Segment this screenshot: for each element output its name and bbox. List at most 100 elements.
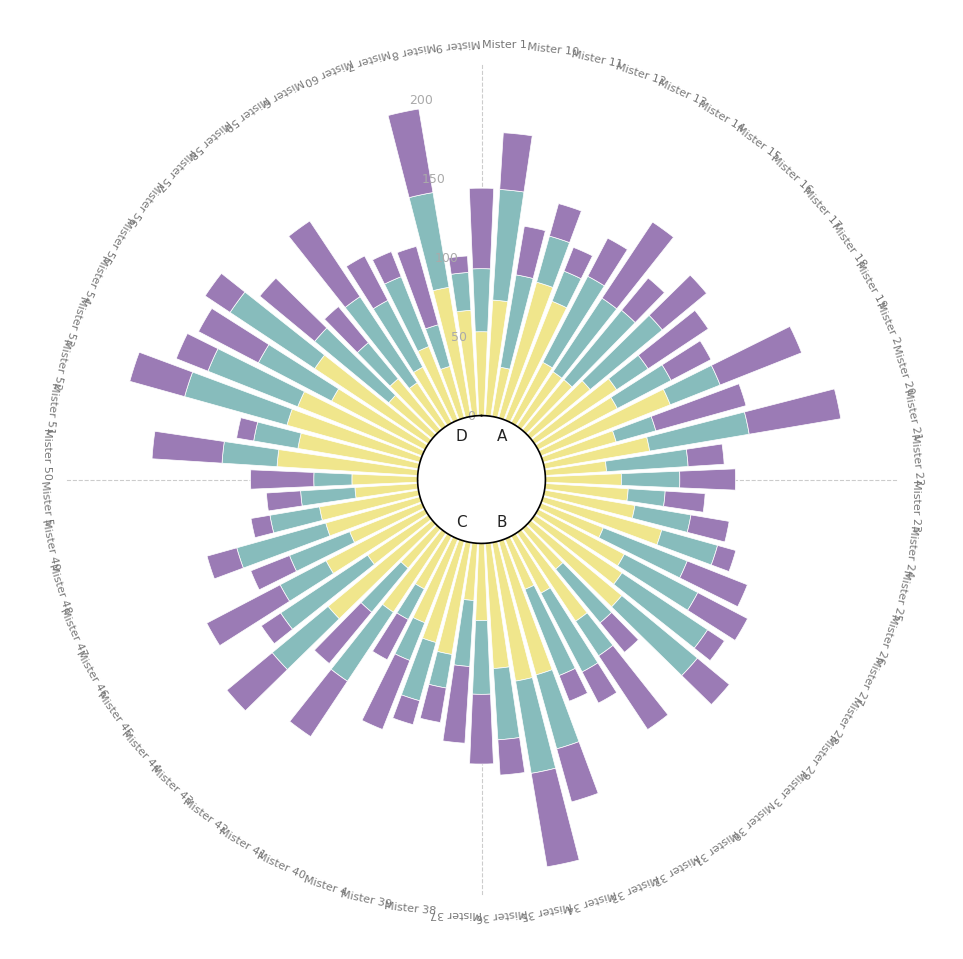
Bar [418, 346, 458, 422]
Text: Mister 20: Mister 20 [890, 343, 916, 396]
Text: Mister 52: Mister 52 [51, 338, 72, 390]
Bar [455, 599, 474, 667]
Bar [553, 298, 616, 378]
Text: Mister 59: Mister 59 [223, 93, 271, 131]
Text: Mister 28: Mister 28 [827, 694, 862, 744]
Bar [612, 596, 697, 675]
Bar [612, 416, 656, 442]
Bar [389, 395, 436, 439]
Bar [499, 282, 553, 420]
Text: Mister 33: Mister 33 [609, 872, 661, 902]
Text: Mister 18: Mister 18 [829, 221, 868, 269]
Bar [535, 397, 617, 450]
Bar [415, 533, 452, 589]
Bar [314, 473, 352, 486]
Bar [176, 334, 218, 371]
Bar [525, 585, 575, 675]
Bar [437, 542, 471, 654]
Text: Mister 22: Mister 22 [909, 433, 924, 486]
Bar [505, 301, 567, 422]
Text: Mister 7: Mister 7 [346, 47, 392, 71]
Bar [627, 489, 665, 506]
Bar [395, 618, 425, 661]
Bar [251, 515, 273, 538]
Bar [560, 668, 587, 701]
Bar [621, 471, 680, 488]
Bar [538, 503, 604, 538]
Bar [541, 431, 616, 462]
Bar [326, 509, 428, 573]
Bar [527, 520, 622, 607]
Bar [602, 222, 673, 309]
Bar [350, 503, 425, 543]
Text: Mister 41: Mister 41 [217, 826, 267, 860]
Bar [476, 332, 487, 415]
Bar [545, 474, 621, 485]
Bar [617, 554, 698, 610]
Bar [557, 741, 598, 802]
Bar [298, 433, 420, 469]
Bar [556, 563, 612, 622]
Bar [505, 537, 534, 590]
Text: B: B [497, 515, 507, 530]
Bar [298, 391, 425, 456]
Text: Mister 5: Mister 5 [39, 480, 54, 526]
Bar [253, 422, 301, 449]
Bar [347, 256, 388, 309]
Text: Mister 11: Mister 11 [571, 49, 624, 70]
Bar [208, 349, 304, 407]
Bar [397, 584, 425, 620]
Bar [664, 491, 705, 512]
Bar [638, 311, 708, 369]
Text: 0: 0 [467, 409, 476, 423]
Bar [315, 355, 431, 444]
Bar [609, 355, 648, 389]
Bar [492, 367, 509, 417]
Bar [532, 768, 579, 867]
Bar [361, 562, 408, 612]
Bar [280, 561, 333, 601]
Text: Mister 37: Mister 37 [429, 909, 482, 920]
Bar [267, 491, 302, 511]
Bar [368, 515, 431, 565]
Bar [325, 307, 368, 353]
Bar [499, 539, 552, 675]
Bar [130, 352, 193, 397]
Text: Mister 36: Mister 36 [475, 907, 528, 923]
Text: Mister 29: Mister 29 [798, 732, 837, 781]
Text: Mister 24: Mister 24 [903, 525, 919, 577]
Text: Mister 10: Mister 10 [527, 42, 579, 58]
Text: Mister 26: Mister 26 [874, 612, 899, 665]
Bar [606, 449, 689, 472]
Bar [222, 441, 279, 467]
Bar [440, 366, 464, 420]
Text: A: A [497, 429, 507, 444]
Bar [543, 490, 635, 518]
Text: 50: 50 [451, 331, 467, 344]
Bar [452, 272, 471, 312]
Bar [485, 543, 509, 668]
Text: Mister 19: Mister 19 [853, 260, 888, 310]
Bar [331, 604, 393, 681]
Bar [402, 638, 436, 701]
Bar [384, 276, 429, 351]
Text: Mister 34: Mister 34 [565, 888, 617, 914]
Bar [250, 470, 314, 489]
Bar [712, 326, 801, 385]
Text: Mister 15: Mister 15 [734, 124, 782, 162]
Bar [362, 654, 410, 730]
Text: Mister 54: Mister 54 [80, 253, 110, 305]
Text: Mister 25: Mister 25 [891, 569, 912, 621]
Bar [373, 613, 408, 660]
Bar [227, 653, 287, 711]
Text: Mister 43: Mister 43 [148, 764, 194, 807]
Bar [613, 573, 708, 648]
Bar [476, 544, 487, 620]
Bar [527, 381, 590, 439]
Text: Mister 39: Mister 39 [339, 889, 392, 910]
Bar [599, 527, 688, 578]
Bar [470, 694, 493, 764]
Text: Mister 23: Mister 23 [911, 480, 922, 531]
Bar [185, 372, 292, 425]
Bar [545, 483, 628, 501]
